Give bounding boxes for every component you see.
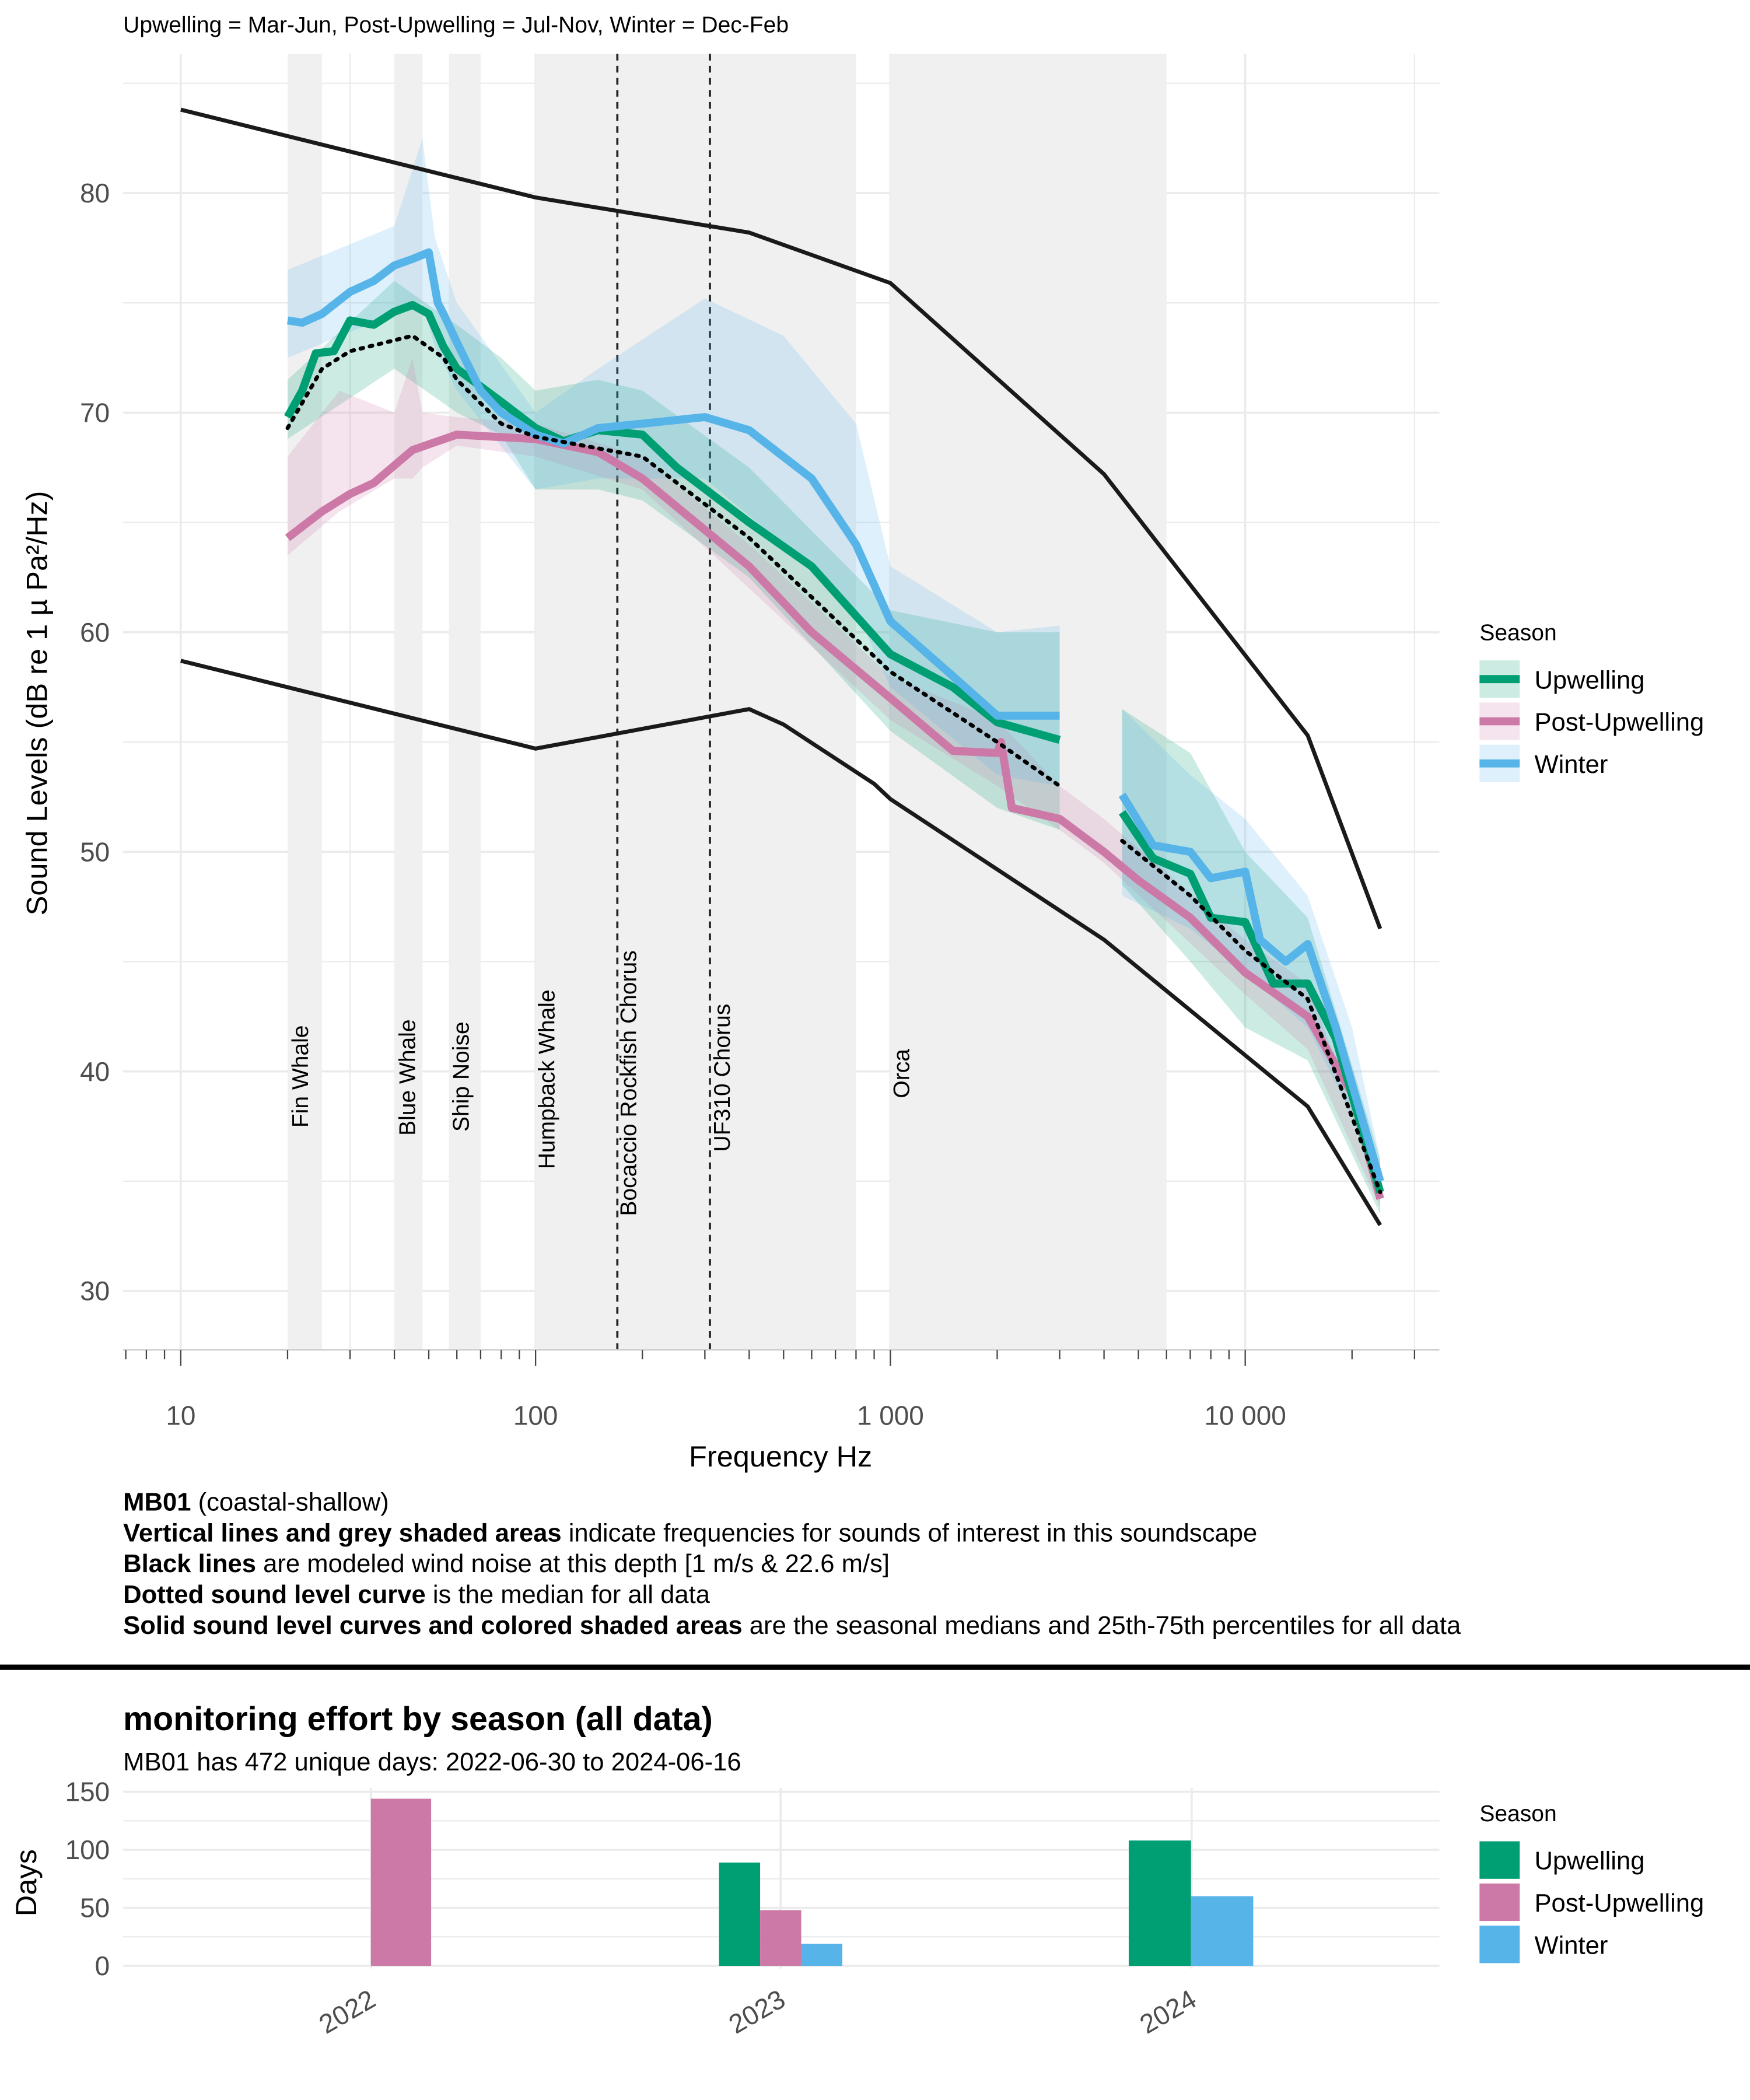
caption-bold: Solid sound level curves and colored sha… xyxy=(123,1612,743,1640)
caption-text: is the median for all data xyxy=(426,1581,710,1609)
x-tick-label: 2022 xyxy=(314,1983,380,2039)
region-label: Orca xyxy=(890,1049,915,1098)
x-tick-label: 1 000 xyxy=(857,1401,924,1431)
band-upwelling xyxy=(1122,709,1381,1214)
y-axis-title: Sound Levels (dB re 1 µ Pa²/Hz) xyxy=(20,491,53,916)
bar-upwelling-2023 xyxy=(719,1862,761,1966)
y-tick-label: 150 xyxy=(65,1777,110,1807)
band-upwelling xyxy=(288,281,1060,830)
median-line-winter xyxy=(1118,792,1384,1182)
region-label: Humpback Whale xyxy=(534,989,559,1169)
band-post-upwelling xyxy=(288,358,1381,1208)
y-tick-label: 50 xyxy=(80,1893,110,1923)
y-tick-label: 60 xyxy=(80,617,110,648)
region-shade xyxy=(449,54,481,1350)
bar-post-upwelling-2023 xyxy=(760,1910,802,1966)
y-tick-label: 0 xyxy=(95,1951,110,1981)
bar-post-upwelling-2022 xyxy=(370,1798,432,1966)
spectrum-legend: Season Upwelling Post-Upwelling Winter xyxy=(1479,621,1704,782)
caption-bold: Dotted sound level curve xyxy=(123,1581,426,1609)
x-tick-label: 2023 xyxy=(723,1983,790,2039)
region-shade xyxy=(287,54,322,1350)
x-tick-label: 10 xyxy=(166,1401,195,1431)
caption-text: are modeled wind noise at this depth [1 … xyxy=(256,1550,890,1578)
legend-key-post-upwelling xyxy=(1479,1883,1520,1922)
legend-label: Upwelling xyxy=(1534,1847,1644,1875)
legend-key-upwelling xyxy=(1479,1841,1520,1879)
caption-line: Solid sound level curves and colored sha… xyxy=(123,1612,1461,1640)
caption-line: MB01 (coastal-shallow) xyxy=(123,1489,389,1517)
separator xyxy=(0,1664,1750,1670)
y-tick-label: 50 xyxy=(80,836,110,867)
y-tick-label: 40 xyxy=(80,1056,110,1087)
x-tick-label: 10 000 xyxy=(1204,1401,1286,1431)
region-label: Blue Whale xyxy=(396,1019,421,1136)
region-shade xyxy=(536,54,856,1350)
y-tick-label: 100 xyxy=(65,1835,110,1865)
median-line-upwelling xyxy=(284,300,1061,744)
median-line-winter xyxy=(286,248,1060,720)
effort-y-axis-title: Days xyxy=(9,1849,43,1916)
region-shade xyxy=(394,54,423,1350)
effort-plot: 2022 2023 2024 0 50 100 150 xyxy=(65,1777,1440,2039)
caption: MB01 (coastal-shallow)Vertical lines and… xyxy=(123,1489,1461,1640)
caption-bold: Vertical lines and grey shaded areas xyxy=(123,1519,561,1547)
median-line-upwelling xyxy=(1119,810,1384,1194)
spectrum-plot: Fin Whale Blue Whale Ship Noise Humpback Wh… xyxy=(80,54,1440,1431)
legend-title: Season xyxy=(1479,1801,1556,1826)
legend-label: Upwelling xyxy=(1534,666,1644,694)
effort-legend: Season Upwelling Post-Upwelling Winter xyxy=(1479,1801,1704,1964)
legend-label: Winter xyxy=(1534,1931,1608,1959)
bar-upwelling-2024 xyxy=(1128,1840,1191,1966)
x-tick-label: 2024 xyxy=(1135,1983,1201,2039)
caption-text: (coastal-shallow) xyxy=(191,1489,388,1517)
caption-line: Dotted sound level curve is the median f… xyxy=(123,1581,710,1609)
x-tick-label: 100 xyxy=(513,1401,558,1431)
bar-winter-2024 xyxy=(1191,1896,1254,1966)
wind-noise-line xyxy=(180,659,1382,1227)
caption-text: indicate frequencies for sounds of inter… xyxy=(562,1519,1258,1547)
median-all-line xyxy=(285,333,1062,788)
wind-noise-line xyxy=(180,107,1382,930)
y-tick-label: 70 xyxy=(80,397,110,428)
median-line-post-upwelling xyxy=(285,430,1384,1200)
region-label: Fin Whale xyxy=(288,1025,313,1128)
region-label: UF310 Chorus xyxy=(710,1004,735,1152)
median-all-line xyxy=(1120,839,1382,1195)
caption-line: Vertical lines and grey shaded areas ind… xyxy=(123,1519,1257,1547)
legend-key-winter xyxy=(1479,1926,1520,1964)
caption-bold: Black lines xyxy=(123,1550,256,1578)
bar-winter-2023 xyxy=(801,1944,842,1966)
effort-title: monitoring effort by season (all data) xyxy=(123,1700,713,1738)
caption-bold: MB01 xyxy=(123,1489,191,1517)
y-tick-label: 30 xyxy=(80,1276,110,1306)
legend-label: Post-Upwelling xyxy=(1534,709,1704,737)
spectrum-subtitle: Upwelling = Mar-Jun, Post-Upwelling = Ju… xyxy=(123,13,789,38)
caption-line: Black lines are modeled wind noise at th… xyxy=(123,1550,890,1578)
y-tick-label: 80 xyxy=(80,178,110,208)
legend-label: Post-Upwelling xyxy=(1534,1889,1704,1917)
x-axis-title: Frequency Hz xyxy=(689,1440,872,1473)
legend-label: Winter xyxy=(1534,751,1608,779)
region-label: Ship Noise xyxy=(449,1021,474,1132)
effort-subtitle: MB01 has 472 unique days: 2022-06-30 to … xyxy=(123,1748,741,1776)
caption-text: are the seasonal medians and 25th-75th p… xyxy=(743,1612,1461,1640)
region-label: Bocaccio Rockfish Chorus xyxy=(616,950,641,1216)
region-shade xyxy=(890,54,1167,1350)
legend-title: Season xyxy=(1479,621,1556,646)
